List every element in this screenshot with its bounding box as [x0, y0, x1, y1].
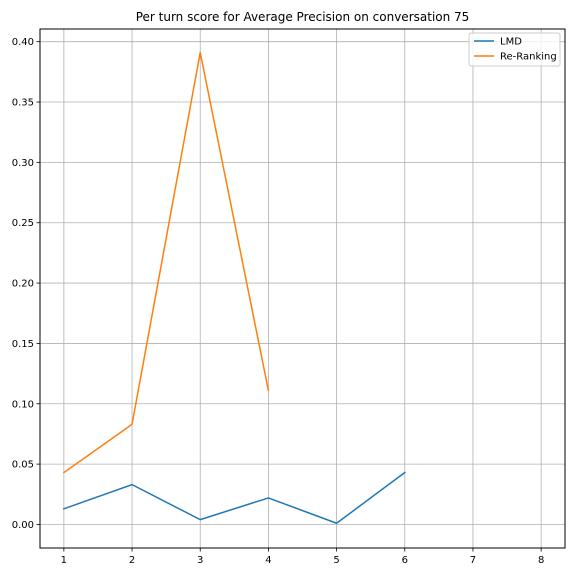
plot-frame [39, 28, 566, 549]
chart-title: Per turn score for Average Precision on … [136, 10, 470, 24]
x-tick-label: 6 [402, 555, 408, 566]
y-tick-label: 0.35 [12, 98, 34, 109]
x-tick-label: 5 [333, 555, 339, 566]
series-layer [62, 51, 406, 525]
x-tick-label: 3 [197, 555, 203, 566]
y-tick-label: 0.00 [12, 520, 34, 531]
y-tick-label: 0.20 [12, 279, 34, 290]
legend: LMD Re-Ranking [468, 32, 561, 67]
legend-label-lmd: LMD [500, 37, 522, 48]
y-tick-label: 0.05 [12, 460, 34, 471]
y-tick-label: 0.30 [12, 158, 34, 169]
x-tick-label: 1 [61, 555, 67, 566]
x-tick-label: 4 [265, 555, 271, 566]
x-tick-label: 7 [470, 555, 476, 566]
y-tick-label: 0.10 [12, 399, 34, 410]
y-tick-label: 0.25 [12, 218, 34, 229]
y-tick-label: 0.40 [12, 37, 34, 48]
x-tick-label: 2 [129, 555, 135, 566]
series-line-re-ranking [62, 51, 270, 474]
x-axis: 1 2 3 4 5 6 7 8 [61, 548, 544, 566]
x-tick-label: 8 [538, 555, 544, 566]
y-tick-label: 0.15 [12, 339, 34, 350]
y-axis: 0.00 0.05 0.10 0.15 0.20 0.25 0.30 0.35 0.40 [12, 37, 40, 531]
series-line-lmd [62, 471, 406, 525]
grid [40, 29, 565, 548]
legend-label-re-ranking: Re-Ranking [500, 52, 557, 63]
